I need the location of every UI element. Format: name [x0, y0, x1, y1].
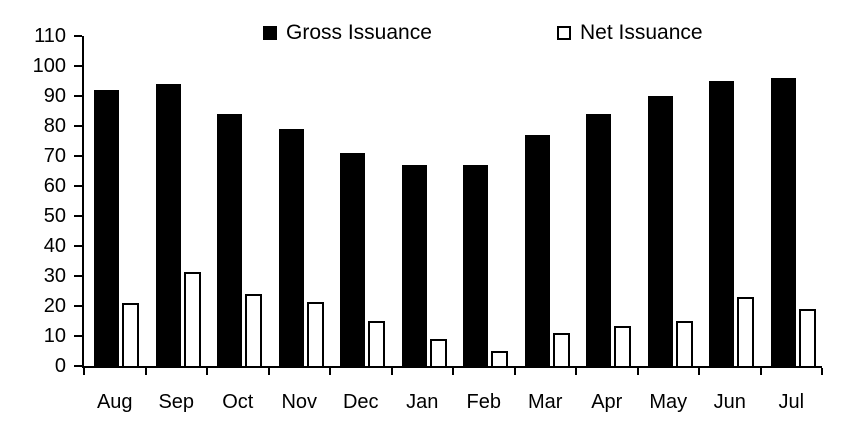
bar-gross-aug — [94, 90, 119, 366]
x-tick-6 — [452, 368, 454, 375]
y-tick-label-50: 50 — [43, 205, 66, 227]
bar-gross-nov — [278, 129, 304, 366]
y-axis-line — [82, 36, 84, 368]
bar-gross-apr — [586, 114, 611, 366]
net-issuance-swatch-icon — [557, 26, 571, 40]
x-tick-label-oct: Oct — [222, 391, 254, 413]
gross-issuance-swatch-icon — [263, 26, 277, 40]
x-tick-label-jul: Jul — [778, 391, 805, 413]
x-tick-label-mar: Mar — [528, 391, 563, 413]
bar-gross-oct — [217, 114, 242, 366]
legend-label-net: Net Issuance — [580, 21, 703, 44]
x-tick-0 — [83, 368, 85, 375]
y-tick-label-60: 60 — [43, 175, 66, 197]
x-tick-label-nov: Nov — [281, 391, 318, 413]
y-tick-10 — [74, 335, 82, 337]
x-tick-5 — [390, 368, 393, 375]
bar-net-apr — [614, 325, 631, 366]
x-tick-label-jan: Jan — [406, 391, 439, 413]
x-tick-8 — [575, 368, 577, 375]
y-tick-110 — [74, 35, 82, 37]
bar-gross-sep — [155, 84, 181, 366]
y-tick-60 — [74, 185, 82, 187]
bar-gross-mar — [524, 135, 550, 366]
bar-gross-jun — [709, 81, 734, 366]
y-tick-label-70: 70 — [43, 145, 66, 167]
x-tick-label-may: May — [649, 391, 688, 413]
y-tick-label-80: 80 — [43, 115, 66, 137]
y-tick-30 — [74, 275, 82, 277]
bar-net-aug — [122, 303, 139, 366]
bar-gross-jul — [770, 78, 796, 366]
x-tick-10 — [698, 368, 700, 375]
legend-item-gross-issuance: Gross Issuance — [263, 20, 432, 46]
x-tick-label-dec: Dec — [342, 391, 379, 413]
x-tick-label-jun: Jun — [713, 391, 746, 413]
y-tick-label-110: 110 — [34, 25, 66, 47]
y-tick-40 — [74, 245, 82, 247]
y-tick-80 — [74, 125, 82, 127]
x-tick-4 — [329, 368, 331, 375]
x-tick-12 — [821, 368, 823, 375]
y-tick-label-0: 0 — [54, 355, 66, 377]
bar-net-feb — [491, 351, 508, 366]
legend-item-net-issuance: Net Issuance — [557, 20, 703, 46]
y-tick-20 — [74, 305, 82, 307]
y-tick-label-100: 100 — [32, 55, 66, 77]
x-tick-label-feb: Feb — [466, 391, 501, 413]
x-tick-1 — [144, 368, 147, 375]
bar-net-sep — [183, 271, 201, 366]
x-tick-9 — [636, 368, 639, 375]
y-tick-50 — [74, 215, 82, 217]
x-tick-2 — [206, 368, 208, 375]
y-tick-90 — [74, 95, 82, 97]
bar-net-jun — [737, 297, 754, 366]
x-tick-label-apr: Apr — [591, 391, 623, 413]
bar-gross-dec — [340, 153, 365, 366]
x-axis-line — [82, 366, 822, 368]
bar-net-mar — [552, 333, 570, 366]
bar-net-oct — [245, 294, 262, 366]
bar-gross-jan — [401, 165, 427, 366]
bar-net-jul — [798, 309, 816, 366]
bar-net-may — [675, 321, 693, 366]
plot-area — [84, 36, 822, 366]
y-tick-label-90: 90 — [43, 85, 66, 107]
y-tick-label-10: 10 — [43, 325, 66, 347]
bar-net-nov — [306, 301, 324, 366]
x-tick-7 — [513, 368, 516, 375]
bar-gross-feb — [463, 165, 488, 366]
y-tick-label-20: 20 — [43, 295, 66, 317]
x-tick-3 — [267, 368, 270, 375]
bar-gross-may — [647, 96, 673, 366]
x-tick-label-aug: Aug — [96, 391, 133, 413]
y-tick-0 — [74, 365, 82, 367]
y-tick-label-30: 30 — [43, 265, 66, 287]
legend-label-gross: Gross Issuance — [286, 21, 432, 44]
y-tick-70 — [74, 155, 82, 157]
y-tick-label-40: 40 — [43, 235, 66, 257]
x-tick-label-sep: Sep — [158, 391, 195, 413]
x-tick-11 — [759, 368, 762, 375]
y-tick-100 — [74, 65, 82, 67]
bar-net-dec — [368, 321, 385, 366]
bar-net-jan — [429, 339, 447, 366]
